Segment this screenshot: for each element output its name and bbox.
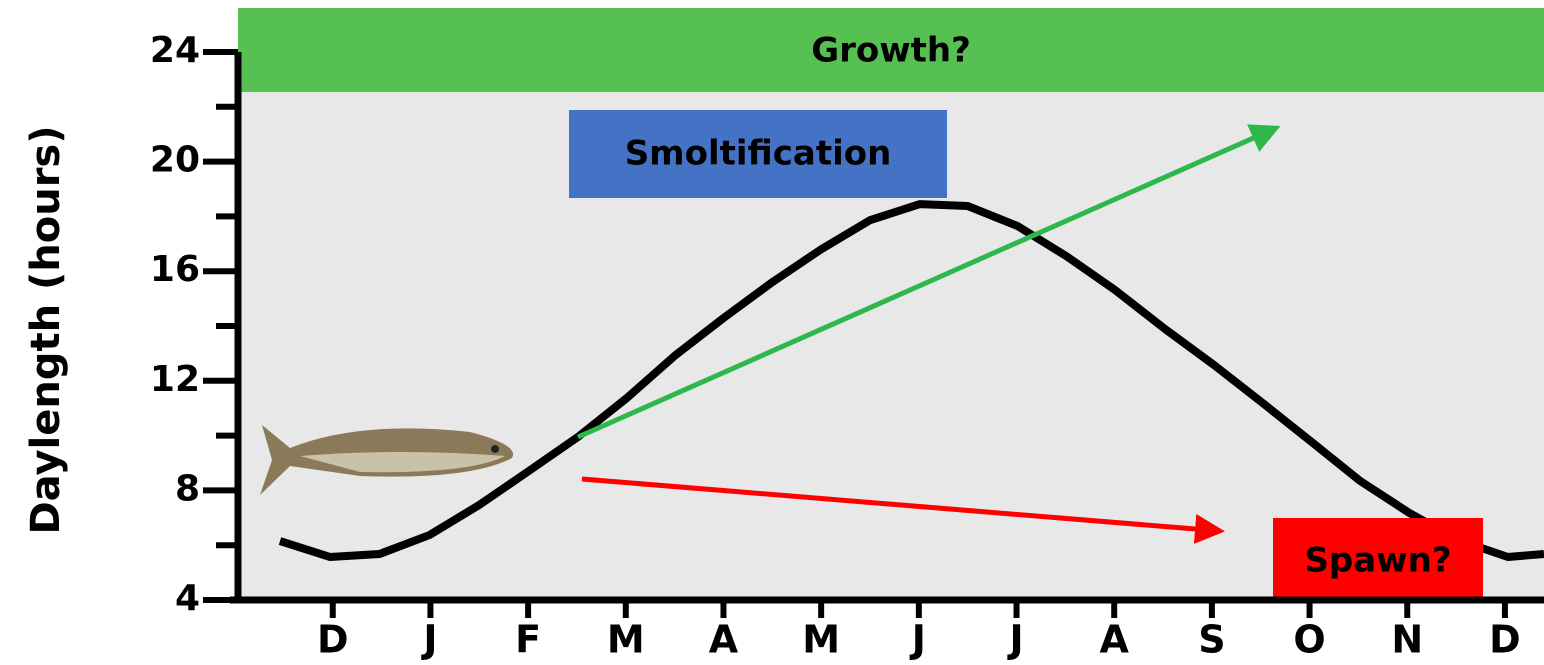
y-tick-label: 8 <box>175 468 200 509</box>
x-tick-label: S <box>1198 618 1225 662</box>
x-tick-label: A <box>709 618 739 662</box>
y-tick-label: 24 <box>150 30 200 71</box>
x-tick-label: D <box>317 618 349 662</box>
y-axis-label: Daylength (hours) <box>23 125 69 534</box>
y-tick-label: 4 <box>175 578 200 619</box>
smolt-label: Smoltification <box>625 134 892 174</box>
spawn-label: Spawn? <box>1304 541 1451 581</box>
x-tick-label: J <box>420 618 437 662</box>
x-tick-label: O <box>1293 618 1325 662</box>
x-tick-label: M <box>802 618 840 662</box>
x-tick-label: D <box>1489 618 1521 662</box>
growth-label: Growth? <box>811 31 971 71</box>
x-tick-label: M <box>607 618 645 662</box>
y-tick-label: 20 <box>150 140 200 181</box>
x-tick-label: J <box>909 618 926 662</box>
x-tick-label: J <box>1006 618 1023 662</box>
x-tick-label: N <box>1391 618 1423 662</box>
x-tick-label: A <box>1099 618 1129 662</box>
y-tick-label: 12 <box>150 359 200 400</box>
x-tick-label: F <box>515 618 541 662</box>
y-tick-label: 16 <box>150 249 200 290</box>
chart: Growth? Smoltification Spawn? Daylength … <box>0 0 1544 665</box>
